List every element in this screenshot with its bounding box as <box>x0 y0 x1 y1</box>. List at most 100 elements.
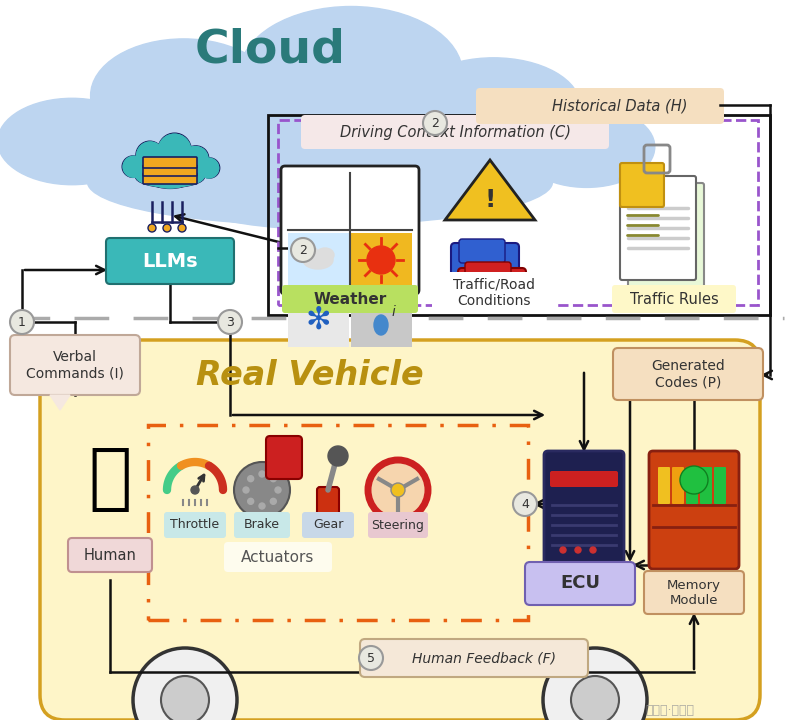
FancyBboxPatch shape <box>459 239 505 263</box>
FancyBboxPatch shape <box>224 542 332 572</box>
Text: Historical Data (H): Historical Data (H) <box>552 99 688 114</box>
FancyBboxPatch shape <box>301 115 609 149</box>
Circle shape <box>234 462 290 518</box>
FancyBboxPatch shape <box>288 233 349 288</box>
Polygon shape <box>50 395 70 410</box>
Circle shape <box>291 238 315 262</box>
Circle shape <box>423 111 447 135</box>
Ellipse shape <box>136 166 205 187</box>
FancyBboxPatch shape <box>714 467 726 504</box>
FancyBboxPatch shape <box>544 451 624 564</box>
Text: Brake: Brake <box>244 518 280 531</box>
FancyBboxPatch shape <box>234 512 290 538</box>
FancyBboxPatch shape <box>612 285 736 313</box>
Text: ECU: ECU <box>560 574 600 592</box>
FancyBboxPatch shape <box>164 512 226 538</box>
FancyBboxPatch shape <box>68 538 152 572</box>
Ellipse shape <box>158 133 191 166</box>
FancyBboxPatch shape <box>143 173 197 184</box>
Ellipse shape <box>316 248 334 262</box>
Text: Weather: Weather <box>313 292 387 307</box>
Circle shape <box>248 476 254 482</box>
FancyBboxPatch shape <box>351 292 412 347</box>
FancyBboxPatch shape <box>40 340 760 720</box>
Ellipse shape <box>122 156 145 177</box>
FancyBboxPatch shape <box>281 166 419 294</box>
FancyBboxPatch shape <box>302 512 354 538</box>
Circle shape <box>543 648 647 720</box>
Circle shape <box>391 483 405 497</box>
FancyBboxPatch shape <box>465 262 511 286</box>
Ellipse shape <box>298 246 318 261</box>
Ellipse shape <box>407 58 580 155</box>
Ellipse shape <box>158 134 191 167</box>
FancyBboxPatch shape <box>686 467 698 504</box>
Text: Actuators: Actuators <box>241 549 315 564</box>
Text: Cloud: Cloud <box>194 27 345 73</box>
FancyBboxPatch shape <box>672 467 684 504</box>
Ellipse shape <box>141 152 199 188</box>
FancyBboxPatch shape <box>525 562 635 605</box>
FancyBboxPatch shape <box>106 238 234 284</box>
FancyBboxPatch shape <box>620 176 696 280</box>
FancyBboxPatch shape <box>620 163 664 207</box>
Circle shape <box>163 224 171 232</box>
Text: 3: 3 <box>226 315 234 328</box>
FancyBboxPatch shape <box>451 243 519 279</box>
Ellipse shape <box>88 139 552 225</box>
Ellipse shape <box>0 99 146 185</box>
Circle shape <box>571 676 619 720</box>
Text: Gear: Gear <box>313 518 344 531</box>
Circle shape <box>148 224 156 232</box>
FancyBboxPatch shape <box>613 348 763 400</box>
Text: Real Vehicle: Real Vehicle <box>197 359 423 392</box>
Ellipse shape <box>374 315 388 335</box>
Circle shape <box>259 471 265 477</box>
FancyBboxPatch shape <box>143 165 197 176</box>
Circle shape <box>275 487 281 493</box>
Circle shape <box>270 476 276 482</box>
Circle shape <box>359 646 383 670</box>
Ellipse shape <box>199 158 219 178</box>
FancyBboxPatch shape <box>360 639 588 677</box>
Circle shape <box>133 648 237 720</box>
Ellipse shape <box>183 147 208 170</box>
Text: LLMs: LLMs <box>142 251 198 271</box>
Text: 5: 5 <box>367 652 375 665</box>
Circle shape <box>680 466 708 494</box>
FancyBboxPatch shape <box>550 471 618 487</box>
Ellipse shape <box>123 156 145 177</box>
Circle shape <box>513 492 537 516</box>
Text: 👦: 👦 <box>89 446 132 515</box>
FancyBboxPatch shape <box>10 335 140 395</box>
Text: Throttle: Throttle <box>170 518 220 531</box>
Circle shape <box>248 498 254 504</box>
FancyBboxPatch shape <box>700 467 712 504</box>
Circle shape <box>560 547 566 553</box>
Circle shape <box>270 498 276 504</box>
Circle shape <box>368 460 428 520</box>
Ellipse shape <box>123 156 145 177</box>
Circle shape <box>10 310 34 334</box>
Text: Traffic Rules: Traffic Rules <box>630 292 718 307</box>
Circle shape <box>161 676 209 720</box>
Ellipse shape <box>183 146 209 170</box>
Circle shape <box>243 487 249 493</box>
Circle shape <box>259 503 265 509</box>
Text: 4: 4 <box>521 498 529 510</box>
FancyBboxPatch shape <box>368 512 428 538</box>
FancyBboxPatch shape <box>432 272 556 313</box>
FancyBboxPatch shape <box>143 157 197 168</box>
Text: 1: 1 <box>18 315 26 328</box>
FancyBboxPatch shape <box>282 285 418 313</box>
FancyBboxPatch shape <box>266 436 302 479</box>
Circle shape <box>178 224 186 232</box>
Ellipse shape <box>140 152 200 189</box>
FancyBboxPatch shape <box>317 487 339 518</box>
Ellipse shape <box>200 158 220 178</box>
Circle shape <box>367 246 395 274</box>
Ellipse shape <box>519 107 655 187</box>
Circle shape <box>191 486 199 494</box>
FancyBboxPatch shape <box>628 183 704 287</box>
Ellipse shape <box>137 166 204 187</box>
